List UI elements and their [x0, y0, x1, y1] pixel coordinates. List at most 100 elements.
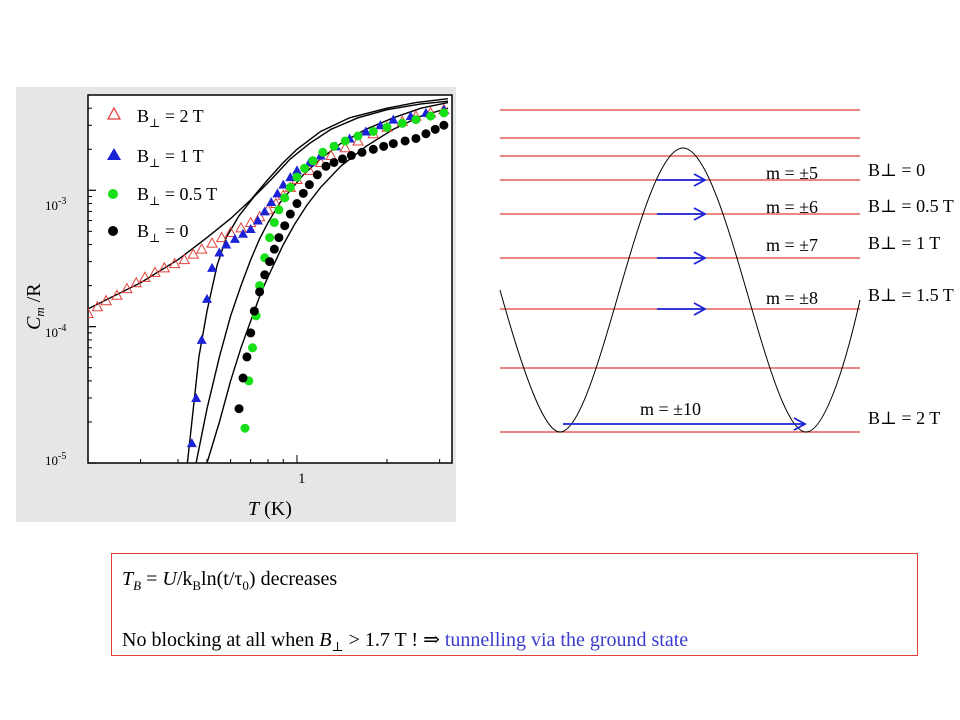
- data-point: [430, 124, 440, 134]
- energy-levels: [500, 109, 860, 433]
- data-point: [139, 271, 151, 282]
- caption-T: T: [122, 568, 134, 590]
- data-point: [274, 205, 284, 215]
- data-point: [158, 261, 171, 273]
- data-point: [272, 188, 283, 198]
- model-curve: [186, 100, 449, 463]
- caption-U: U: [162, 568, 177, 590]
- data-point: [439, 120, 449, 130]
- data-point: [206, 237, 218, 248]
- model-curve: [88, 98, 449, 310]
- data-point: [379, 141, 389, 151]
- caption-tunnelling: tunnelling via the ground state: [444, 629, 689, 651]
- caption-equals: =: [141, 568, 163, 590]
- data-point: [255, 287, 265, 297]
- legend-marker-2T: [106, 106, 122, 120]
- data-point: [255, 281, 265, 291]
- data-point: [207, 262, 218, 272]
- data-point: [285, 182, 295, 192]
- legend-marker-0T: [108, 226, 118, 236]
- data-point: [321, 161, 331, 171]
- data-point: [265, 257, 275, 267]
- data-point: [221, 239, 232, 249]
- data-point: [397, 118, 407, 128]
- data-point: [149, 266, 161, 277]
- data-point: [214, 247, 225, 257]
- caption-kb-sub: B: [192, 578, 202, 593]
- data-point: [259, 206, 270, 216]
- transition-labels: m = ±5 m = ±6 m = ±7 m = ±8 m = ±10: [640, 163, 818, 419]
- data-point: [291, 165, 302, 175]
- data-point: [240, 423, 250, 433]
- data-point: [382, 122, 392, 132]
- data-point: [411, 115, 421, 125]
- arrow-head: [693, 207, 707, 221]
- model-curve: [206, 107, 449, 463]
- data-point: [215, 231, 228, 243]
- data-point: [329, 157, 339, 167]
- data-point: [329, 141, 339, 151]
- transition-label-m5: m = ±5: [766, 163, 818, 183]
- data-point: [388, 114, 399, 124]
- data-point: [300, 163, 310, 173]
- data-point: [340, 136, 350, 146]
- x-axis-label: T (K): [248, 498, 292, 520]
- data-point: [201, 293, 212, 303]
- tunnelling-arrows: [563, 173, 807, 431]
- data-point: [339, 141, 352, 153]
- data-point: [234, 404, 244, 414]
- caption-no-blocking: No blocking at all when B⊥ > 1.7 T ! ⇒ t…: [122, 627, 688, 655]
- field-labels: B⊥ = 0 B⊥ = 0.5 T B⊥ = 1 T B⊥ = 1.5 T B⊥…: [868, 160, 954, 428]
- data-point: [111, 289, 123, 300]
- data-point: [196, 334, 207, 344]
- data-point: [298, 188, 308, 198]
- data-point: [353, 131, 363, 141]
- data-point: [186, 438, 197, 448]
- transition-label-m10: m = ±10: [640, 399, 701, 419]
- data-point: [388, 139, 398, 149]
- axis-ticks: [88, 107, 441, 464]
- data-point: [274, 233, 284, 243]
- x-tick-label-1: 1: [298, 471, 306, 487]
- data-point: [130, 276, 143, 288]
- data-point: [168, 257, 181, 269]
- data-point: [360, 126, 371, 136]
- data-point: [338, 154, 348, 164]
- caption-perp: ⊥: [331, 639, 344, 654]
- caption-decreases: ) decreases: [248, 568, 338, 590]
- data-point: [312, 170, 322, 180]
- data-point: [265, 233, 275, 243]
- transition-label-m6: m = ±6: [766, 197, 818, 217]
- data-point: [224, 226, 237, 238]
- caption-T-sub: B: [133, 578, 142, 593]
- data-point: [368, 144, 378, 154]
- data-point: [278, 179, 289, 189]
- data-markers: [88, 103, 450, 448]
- caption-threshold: > 1.7 T ! ⇒: [343, 629, 445, 651]
- data-point: [346, 150, 356, 160]
- arrow-head: [693, 251, 707, 265]
- data-point: [195, 243, 208, 254]
- legend-marker-05T: [108, 189, 118, 199]
- data-point: [439, 108, 449, 118]
- field-label-15T: B⊥ = 1.5 T: [868, 285, 954, 305]
- y-axis-label: Cm /R: [23, 283, 47, 330]
- field-label-0: B⊥ = 0: [868, 160, 925, 180]
- data-point: [260, 270, 270, 280]
- data-point: [187, 248, 200, 259]
- arrow-head: [693, 302, 707, 316]
- caption-box: TB = U/kBln(t/τ0) decreases No blocking …: [111, 553, 918, 656]
- data-point: [246, 328, 256, 338]
- data-point: [292, 199, 302, 209]
- data-point: [357, 147, 367, 157]
- data-point: [121, 282, 133, 294]
- data-point: [285, 172, 296, 182]
- data-point: [242, 352, 252, 362]
- data-point: [304, 180, 314, 190]
- arrow-head: [693, 173, 707, 187]
- data-point: [238, 373, 248, 383]
- field-label-05T: B⊥ = 0.5 T: [868, 196, 954, 216]
- data-point: [249, 306, 259, 316]
- double-well-potential-curve: [499, 147, 861, 433]
- data-point: [411, 133, 421, 143]
